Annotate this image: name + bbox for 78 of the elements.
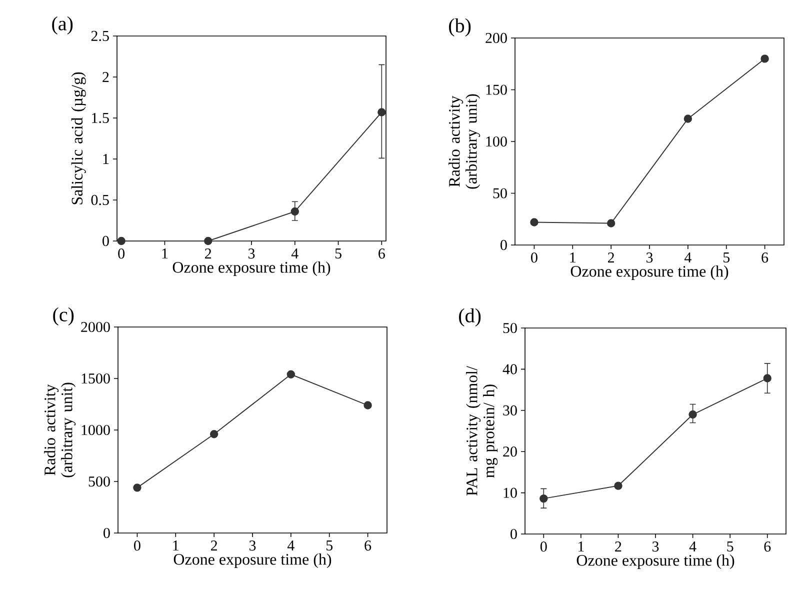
x-axis-title: Ozone exposure time (h) (576, 554, 734, 570)
x-tick-label: 4 (684, 252, 692, 262)
point (133, 484, 142, 492)
y-tick-label: 0 (102, 236, 109, 246)
x-tick-label: 4 (689, 542, 696, 552)
x-tick-label: 0 (531, 252, 538, 263)
point (290, 207, 299, 216)
x-tick-label: 6 (364, 540, 372, 551)
x-tick-label: 6 (762, 252, 768, 263)
point (614, 482, 622, 490)
x-tick-label: 3 (248, 248, 255, 259)
chart-title: (a) (52, 16, 73, 34)
y-tick-label: 2 (102, 72, 109, 82)
y-tick-label: 1000 (82, 424, 110, 436)
y-tick-label: 1.5 (92, 112, 109, 124)
x-tick-label: 1 (173, 540, 178, 550)
y-tick-label: 0 (500, 240, 507, 250)
point (760, 54, 769, 63)
y-tick-label: 40 (502, 364, 517, 374)
y-tick-label: 200 (486, 32, 507, 44)
y-tick-label: 30 (503, 405, 517, 416)
x-tick-label: 0 (540, 542, 547, 552)
x-tick-label: 2 (615, 542, 622, 552)
chart-title: (d) (459, 308, 481, 326)
x-tick-label: 0 (118, 248, 125, 259)
x-tick-label: 6 (378, 248, 385, 259)
y-tick-label: 2.5 (91, 30, 109, 42)
y-tick-label: 0 (510, 528, 517, 540)
x-axis-title: Ozone exposure time (h) (570, 266, 728, 280)
point (364, 401, 372, 410)
y-tick-label: 150 (486, 84, 507, 95)
y-tick-label: 10 (504, 488, 517, 498)
y-tick-label: 1 (103, 154, 109, 164)
x-axis-title: Ozone exposure time (h) (174, 554, 332, 568)
x-tick-label: 4 (287, 540, 294, 550)
x-tick-label: 3 (646, 252, 653, 263)
x-tick-label: 1 (578, 542, 584, 552)
x-axis-title: Ozone exposure time (h) (172, 262, 330, 276)
point (540, 494, 548, 503)
y-tick-label: 500 (88, 476, 110, 487)
point (286, 370, 296, 378)
x-tick-label: 5 (326, 540, 333, 550)
y-axis-title: Radio activity (arbitrary unit) (44, 382, 76, 478)
x-tick-label: 3 (652, 542, 659, 552)
y-axis-title: PAL activity (nmol/ mg protein/ h) (466, 366, 498, 496)
point (688, 410, 697, 419)
y-tick-label: 2000 (81, 322, 110, 332)
x-tick-label: 1 (162, 248, 168, 258)
point (204, 236, 212, 246)
y-tick-label: 1500 (82, 373, 110, 384)
y-tick-label: 0 (104, 528, 110, 538)
x-tick-label: 2 (205, 248, 212, 258)
point (210, 430, 218, 438)
x-tick-label: 2 (608, 252, 614, 262)
x-tick-label: 4 (291, 248, 298, 258)
point (684, 114, 692, 123)
y-axis-title: Salicylic acid (µg/g) (71, 72, 86, 204)
x-tick-label: 5 (727, 542, 734, 552)
chart-title: (c) (53, 307, 74, 326)
y-tick-label: 50 (503, 322, 517, 334)
x-tick-label: 6 (764, 542, 771, 552)
y-tick-label: 20 (503, 446, 517, 457)
y-tick-label: 50 (493, 188, 507, 198)
x-tick-label: 3 (249, 540, 256, 551)
point (117, 236, 126, 246)
y-tick-label: 0.5 (91, 194, 109, 206)
point (530, 218, 538, 226)
point (378, 108, 386, 116)
point (606, 219, 616, 228)
x-tick-label: 5 (723, 252, 730, 262)
x-tick-label: 0 (134, 540, 140, 551)
point (763, 374, 772, 382)
y-tick-label: 100 (486, 136, 507, 147)
chart-title: (b) (449, 18, 471, 36)
y-axis-title: Radio activity (arbitrary unit) (448, 94, 480, 189)
x-tick-label: 1 (570, 252, 576, 262)
x-tick-label: 5 (335, 248, 342, 258)
x-tick-label: 2 (210, 540, 217, 550)
